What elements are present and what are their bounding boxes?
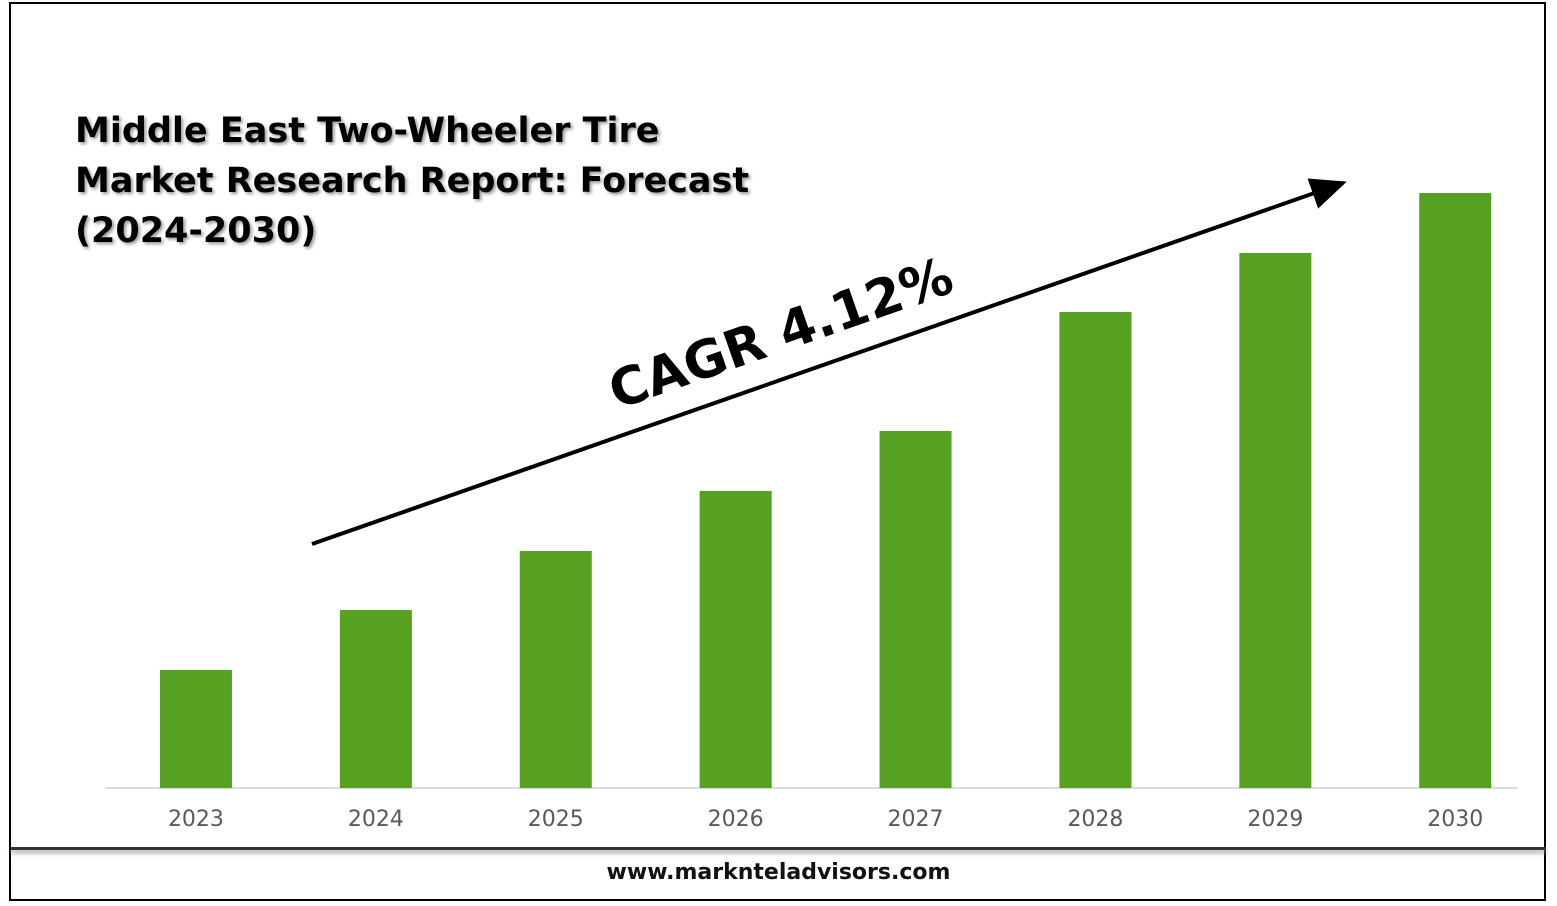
- frame: [9, 2, 1546, 901]
- x-tick-label: 2023: [168, 807, 224, 832]
- bar: [1419, 193, 1492, 788]
- trend-arrow: [311, 178, 1347, 546]
- bar: [699, 491, 772, 788]
- chart-title: Middle East Two-Wheeler Tire Market Rese…: [75, 111, 750, 251]
- x-tick-label: 2024: [348, 807, 404, 832]
- x-tick-label: 2030: [1427, 807, 1483, 832]
- bar: [159, 670, 232, 788]
- x-tick-label: 2029: [1247, 807, 1303, 832]
- separator: [11, 847, 1546, 850]
- x-tick-label: 2028: [1067, 807, 1123, 832]
- bar: [879, 431, 952, 788]
- bar: [339, 610, 412, 788]
- x-tick-label: 2025: [528, 807, 584, 832]
- x-tick-label: 2026: [708, 807, 764, 832]
- footer: www.marknteladvisors.com: [606, 860, 951, 885]
- bar: [519, 551, 592, 788]
- bar: [1239, 253, 1312, 788]
- x-tick-label: 2027: [888, 807, 944, 832]
- bar: [1059, 312, 1132, 788]
